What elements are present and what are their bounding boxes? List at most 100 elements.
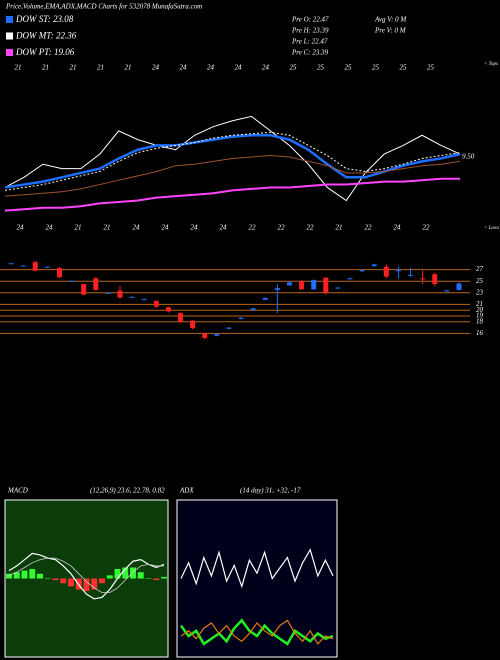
- candle-body: [178, 313, 184, 322]
- histogram-bar: [83, 578, 90, 592]
- candle-body: [81, 284, 87, 295]
- date-label: 24: [207, 64, 215, 72]
- histogram-bar: [114, 569, 121, 579]
- histogram-bar: [37, 573, 43, 579]
- legend-label: DOW PT: 19.06: [15, 47, 75, 57]
- line-series: [180, 619, 334, 645]
- candle-body: [395, 270, 401, 272]
- histogram-bar: [29, 569, 36, 579]
- histogram-bar: [68, 578, 74, 587]
- legend-label: DOW ST: 23.08: [15, 14, 74, 24]
- candle-body: [129, 296, 135, 298]
- candle-body: [286, 282, 292, 286]
- date-label: 25: [372, 64, 380, 72]
- candle-body: [190, 320, 196, 329]
- histogram-bar: [6, 573, 12, 579]
- candle-body: [69, 280, 75, 282]
- tops-note: < Tops: [484, 62, 498, 67]
- candle-body: [347, 278, 353, 280]
- histogram-bar: [130, 567, 136, 579]
- panel-params: (12,26,9) 23.6, 22.78, 0.82: [90, 487, 165, 495]
- histogram-bar: [106, 575, 113, 579]
- y-tick-label: 18: [476, 317, 484, 325]
- candle-body: [32, 262, 38, 271]
- candle-body: [383, 266, 389, 277]
- histogram-bar: [21, 570, 28, 579]
- candle-body: [117, 290, 123, 298]
- stat-text: Avg V: 0 M: [374, 16, 407, 24]
- date-label: 22: [307, 224, 315, 232]
- candle-body: [311, 280, 317, 290]
- candle-body: [299, 281, 305, 290]
- price-note: 9.50: [462, 153, 475, 161]
- date-label: 22: [249, 224, 257, 232]
- date-label: 24: [180, 64, 188, 72]
- date-label: 21: [97, 64, 104, 72]
- panel-title: MACD: [7, 487, 28, 495]
- y-tick-label: 20: [476, 306, 484, 314]
- legend-swatch: [6, 49, 13, 56]
- candle-body: [250, 308, 256, 311]
- date-label: 24: [162, 224, 170, 232]
- date-label: 22: [423, 224, 431, 232]
- candle-body: [323, 277, 329, 293]
- y-tick-label: 19: [476, 312, 484, 320]
- stat-text: Pre C: 23.39: [291, 49, 329, 57]
- candle-body: [262, 298, 268, 300]
- date-label: 24: [220, 224, 228, 232]
- stat-text: Pre H: 23.39: [291, 27, 329, 35]
- candle-body: [371, 264, 377, 267]
- date-label: 24: [394, 224, 402, 232]
- histogram-bar: [52, 578, 59, 581]
- date-label: 21: [336, 224, 343, 232]
- candle-body: [335, 287, 341, 289]
- candle-body: [420, 278, 426, 280]
- stat-text: Pre O: 22.47: [291, 16, 329, 24]
- candle-body: [444, 290, 450, 292]
- legend-swatch: [6, 16, 13, 23]
- y-tick-label: 25: [476, 277, 484, 285]
- histogram-bar: [161, 576, 167, 579]
- candle-body: [226, 327, 232, 329]
- date-label: 25: [317, 64, 325, 72]
- histogram-bar: [99, 578, 105, 584]
- panel-params: (14 day) 31, +32, -17: [240, 487, 301, 495]
- date-label: 24: [17, 224, 25, 232]
- line-series: [8, 557, 164, 594]
- date-label: 24: [152, 64, 160, 72]
- line-series: [179, 618, 334, 646]
- line-series: [4, 131, 461, 191]
- line-series: [4, 115, 461, 202]
- line-series: [180, 548, 334, 589]
- candle-body: [165, 307, 171, 312]
- histogram-bar: [145, 578, 152, 579]
- date-label: 21: [104, 224, 111, 232]
- legend-swatch: [6, 32, 13, 40]
- date-label: 24: [262, 64, 270, 72]
- histogram-bar: [137, 572, 144, 579]
- panel-title: ADX: [179, 487, 194, 495]
- histogram-bar: [60, 578, 67, 584]
- candle-body: [202, 333, 208, 339]
- histogram-bar: [122, 567, 129, 579]
- legend-label: DOW MT: 22.36: [15, 31, 77, 41]
- line-series: [4, 155, 461, 197]
- date-label: 21: [75, 224, 82, 232]
- date-label: 24: [133, 224, 141, 232]
- candle-body: [153, 300, 159, 307]
- y-tick-label: 27: [476, 265, 484, 273]
- date-label: 22: [365, 224, 373, 232]
- candle-body: [238, 317, 244, 319]
- candle-body: [274, 288, 280, 290]
- date-label: 25: [400, 64, 408, 72]
- date-label: 21: [70, 64, 77, 72]
- candle-body: [214, 333, 220, 336]
- candle-body: [359, 270, 365, 272]
- candle-body: [456, 283, 462, 290]
- y-tick-label: 23: [476, 288, 484, 296]
- histogram-bar: [44, 578, 51, 579]
- line-series: [4, 177, 460, 212]
- histogram-bar: [13, 572, 20, 579]
- date-label: 24: [235, 64, 243, 72]
